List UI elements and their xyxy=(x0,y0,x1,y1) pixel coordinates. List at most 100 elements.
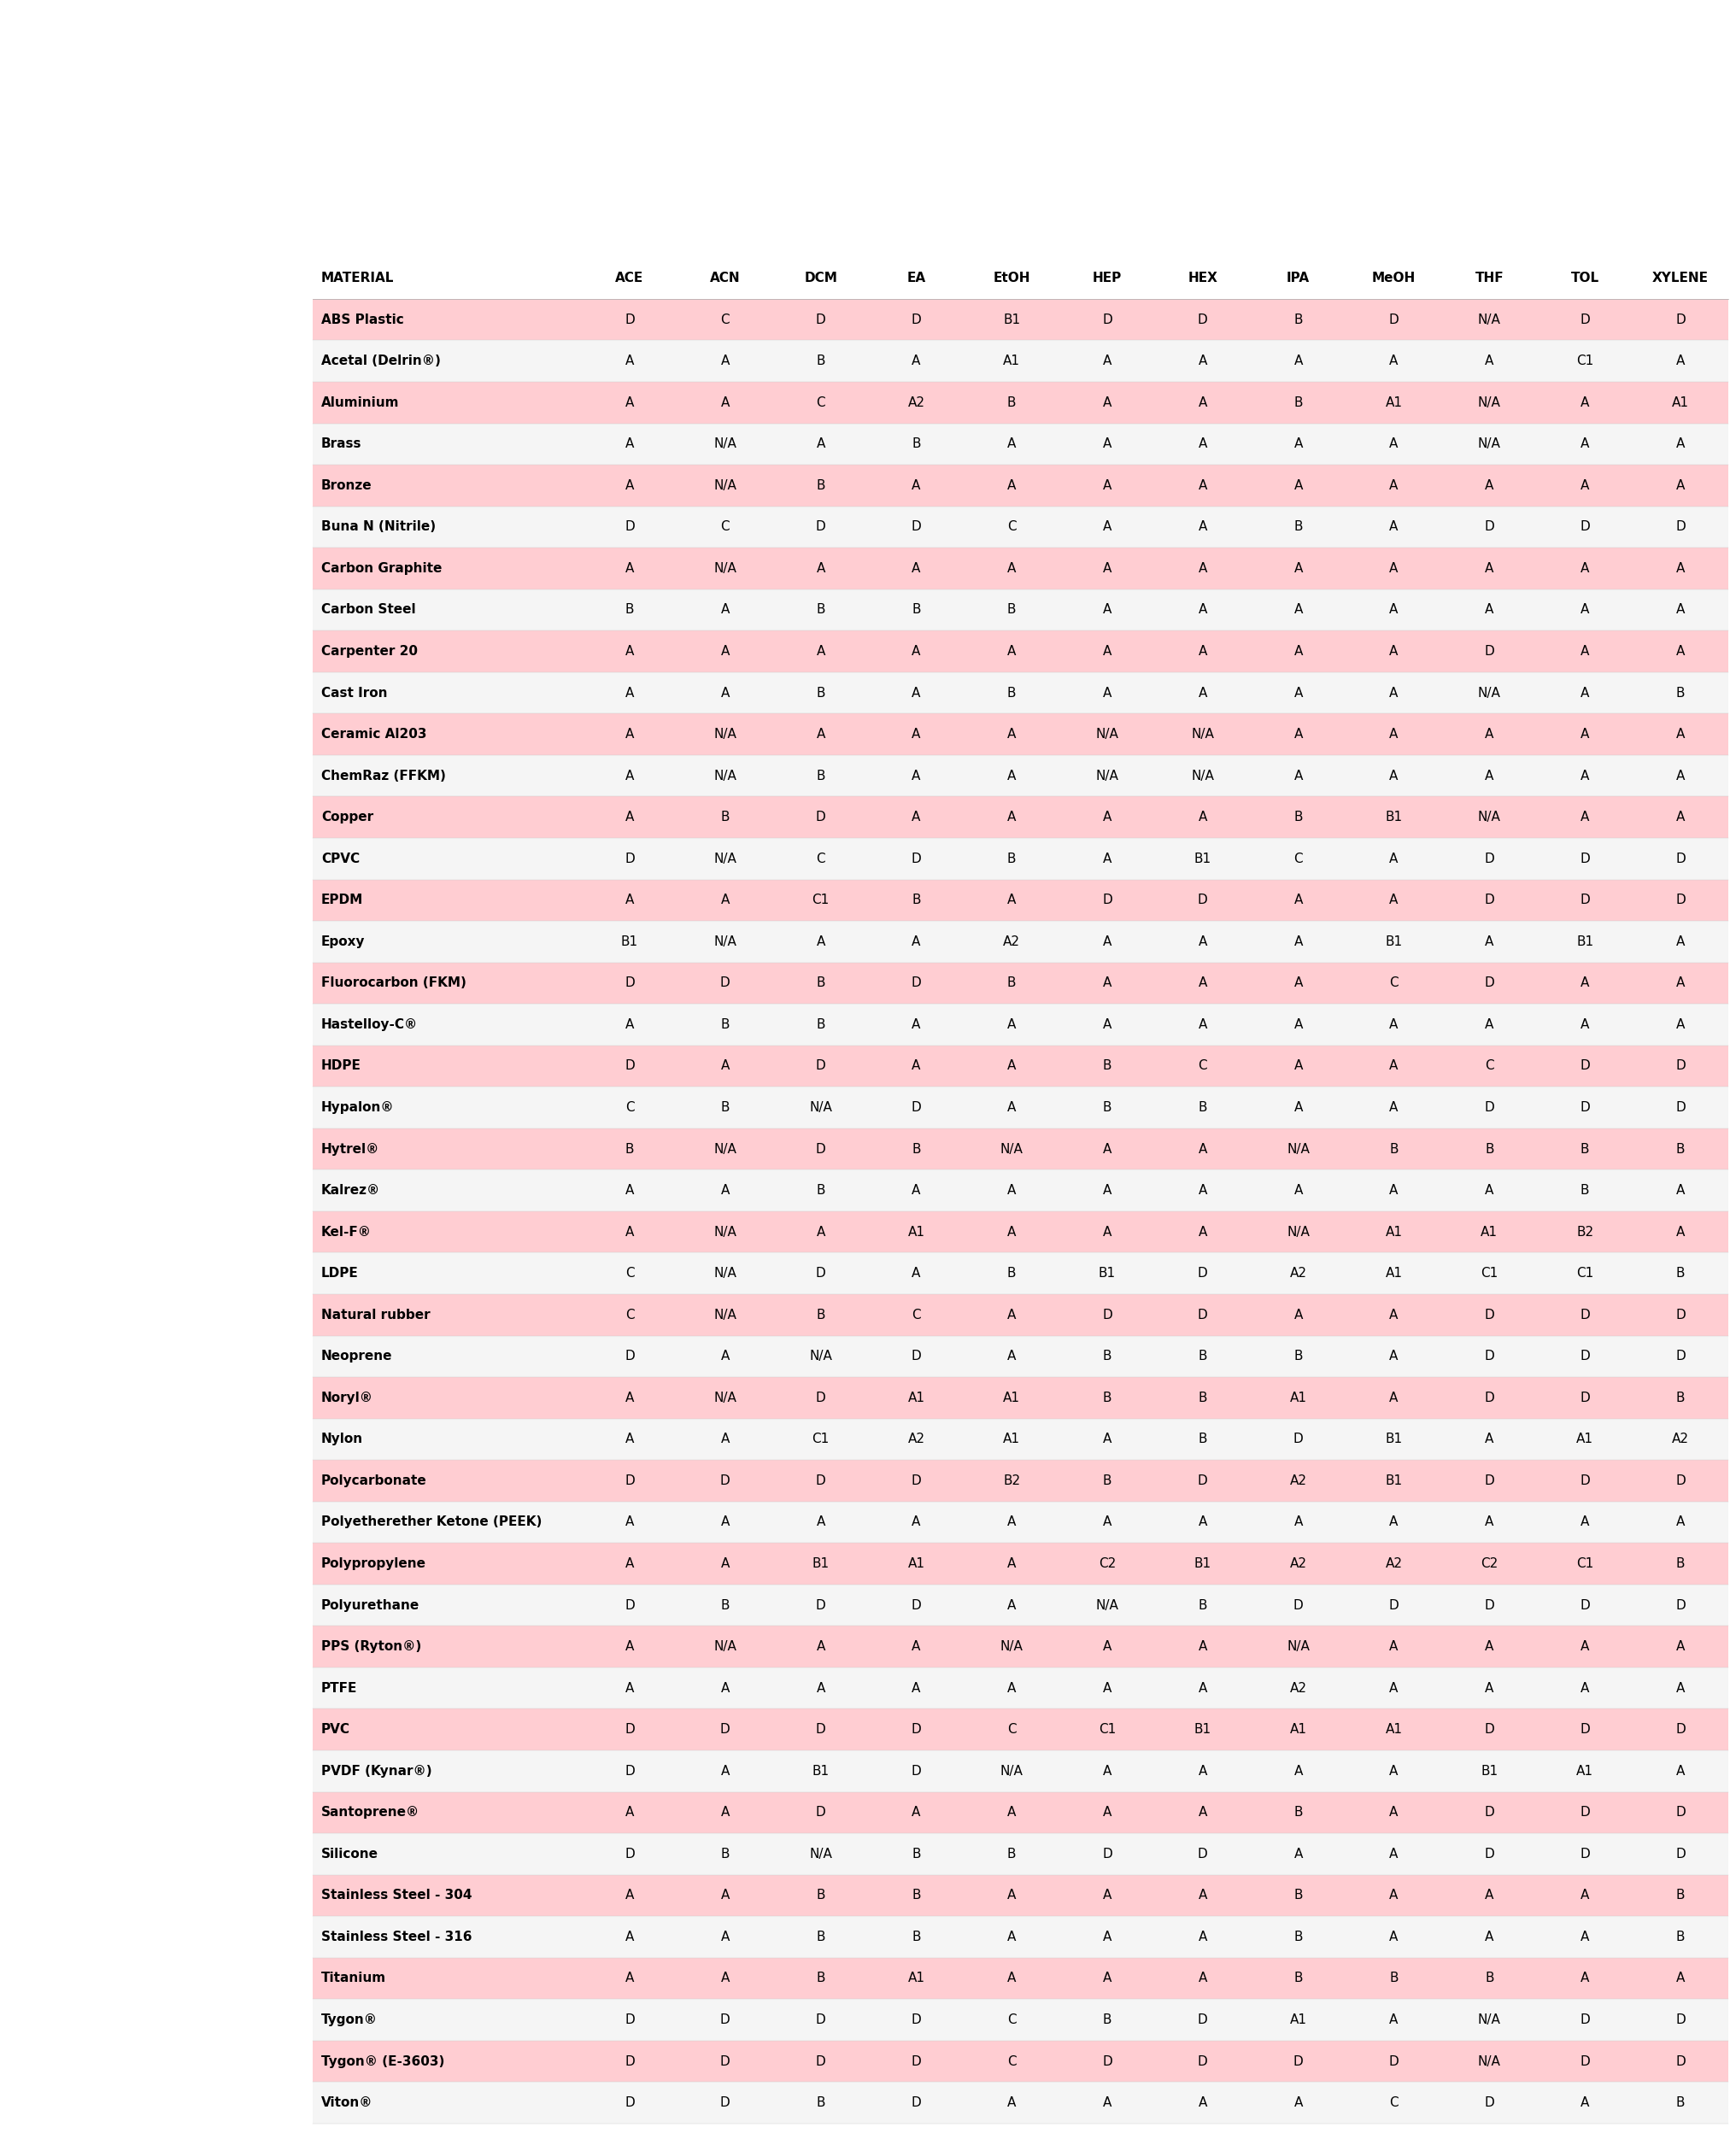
Bar xyxy=(582,1169,677,1212)
Bar xyxy=(1250,1045,1345,1088)
Text: B: B xyxy=(1198,1349,1207,1362)
Bar xyxy=(868,920,963,963)
Text: A: A xyxy=(1389,646,1397,659)
Bar xyxy=(1632,755,1727,796)
Bar xyxy=(1250,1875,1345,1915)
Bar xyxy=(677,382,773,423)
Bar xyxy=(773,1004,868,1045)
Text: A: A xyxy=(1580,1019,1588,1032)
Bar xyxy=(1345,1336,1441,1377)
Text: A: A xyxy=(816,1225,825,1238)
Bar xyxy=(868,1169,963,1212)
Bar xyxy=(582,879,677,920)
Bar xyxy=(868,1875,963,1915)
Text: D: D xyxy=(1580,894,1588,907)
Bar xyxy=(582,2040,677,2083)
Bar xyxy=(677,671,773,714)
Text: D: D xyxy=(1198,1308,1207,1321)
Bar xyxy=(773,341,868,382)
Text: MATERIAL: MATERIAL xyxy=(321,272,394,285)
Text: A: A xyxy=(625,1517,634,1529)
Bar xyxy=(1632,257,1727,298)
Text: C: C xyxy=(625,1100,634,1113)
Bar xyxy=(773,2083,868,2124)
Text: B: B xyxy=(816,603,825,616)
Text: B: B xyxy=(720,1100,729,1113)
Text: A: A xyxy=(1389,1517,1397,1529)
Text: A: A xyxy=(1389,1060,1397,1072)
Bar xyxy=(582,963,677,1004)
Text: A: A xyxy=(720,1765,729,1778)
Text: B: B xyxy=(1007,1847,1016,1860)
Text: XYLENE: XYLENE xyxy=(1651,272,1708,285)
Text: B1: B1 xyxy=(1481,1765,1496,1778)
Bar xyxy=(1536,257,1632,298)
Bar xyxy=(1345,1253,1441,1293)
Bar xyxy=(963,1418,1059,1461)
Text: A: A xyxy=(911,1060,920,1072)
Text: A: A xyxy=(1484,1930,1493,1943)
Bar xyxy=(1250,1377,1345,1418)
Bar xyxy=(1345,1377,1441,1418)
Text: B: B xyxy=(1102,2014,1111,2027)
Text: A: A xyxy=(911,935,920,948)
Bar xyxy=(773,382,868,423)
Bar xyxy=(773,1834,868,1875)
Bar xyxy=(1536,1626,1632,1667)
Bar xyxy=(582,1253,677,1293)
Text: B: B xyxy=(1007,603,1016,616)
Bar xyxy=(1632,1710,1727,1750)
Bar xyxy=(677,879,773,920)
Bar xyxy=(1059,298,1154,341)
Bar xyxy=(1632,1750,1727,1791)
Bar xyxy=(1536,1667,1632,1710)
Bar xyxy=(1441,590,1536,631)
Text: B1: B1 xyxy=(1576,935,1592,948)
Bar xyxy=(773,1626,868,1667)
Bar xyxy=(1250,1004,1345,1045)
Text: N/A: N/A xyxy=(713,478,736,491)
Bar xyxy=(1059,465,1154,506)
Bar xyxy=(582,1418,677,1461)
Bar xyxy=(1441,631,1536,671)
Text: D: D xyxy=(720,2014,729,2027)
Bar xyxy=(1345,465,1441,506)
Bar xyxy=(1250,382,1345,423)
Text: Stainless Steel - 316: Stainless Steel - 316 xyxy=(321,1930,472,1943)
Text: A: A xyxy=(1102,1184,1111,1197)
Text: A: A xyxy=(1102,1930,1111,1943)
Bar xyxy=(868,1336,963,1377)
Text: B: B xyxy=(1484,1971,1493,1984)
Text: A: A xyxy=(1102,811,1111,824)
Bar xyxy=(582,1377,677,1418)
Text: A: A xyxy=(625,894,634,907)
Text: A: A xyxy=(1389,603,1397,616)
Bar xyxy=(582,671,677,714)
Text: B: B xyxy=(1675,1143,1684,1156)
Text: D: D xyxy=(1484,1806,1493,1819)
Bar xyxy=(1632,879,1727,920)
Text: Carbon Graphite: Carbon Graphite xyxy=(321,562,443,575)
Bar xyxy=(1345,1710,1441,1750)
Text: C: C xyxy=(1389,2096,1397,2109)
Bar xyxy=(1441,423,1536,465)
Text: A: A xyxy=(1007,1225,1016,1238)
Text: N/A: N/A xyxy=(713,1225,736,1238)
Bar xyxy=(963,1045,1059,1088)
Bar xyxy=(1154,755,1250,796)
Text: D: D xyxy=(1484,1847,1493,1860)
Bar xyxy=(963,1710,1059,1750)
Text: A: A xyxy=(1580,1641,1588,1654)
Text: A: A xyxy=(1675,1517,1684,1529)
Text: A: A xyxy=(1102,397,1111,410)
Text: D: D xyxy=(1484,894,1493,907)
Text: A: A xyxy=(911,1806,920,1819)
Text: B: B xyxy=(1198,1392,1207,1405)
Text: A: A xyxy=(1389,2014,1397,2027)
Bar xyxy=(1059,382,1154,423)
Text: A: A xyxy=(1198,603,1207,616)
Text: A: A xyxy=(720,1971,729,1984)
Text: A: A xyxy=(1675,1019,1684,1032)
Bar xyxy=(1441,1293,1536,1336)
Bar xyxy=(963,2083,1059,2124)
